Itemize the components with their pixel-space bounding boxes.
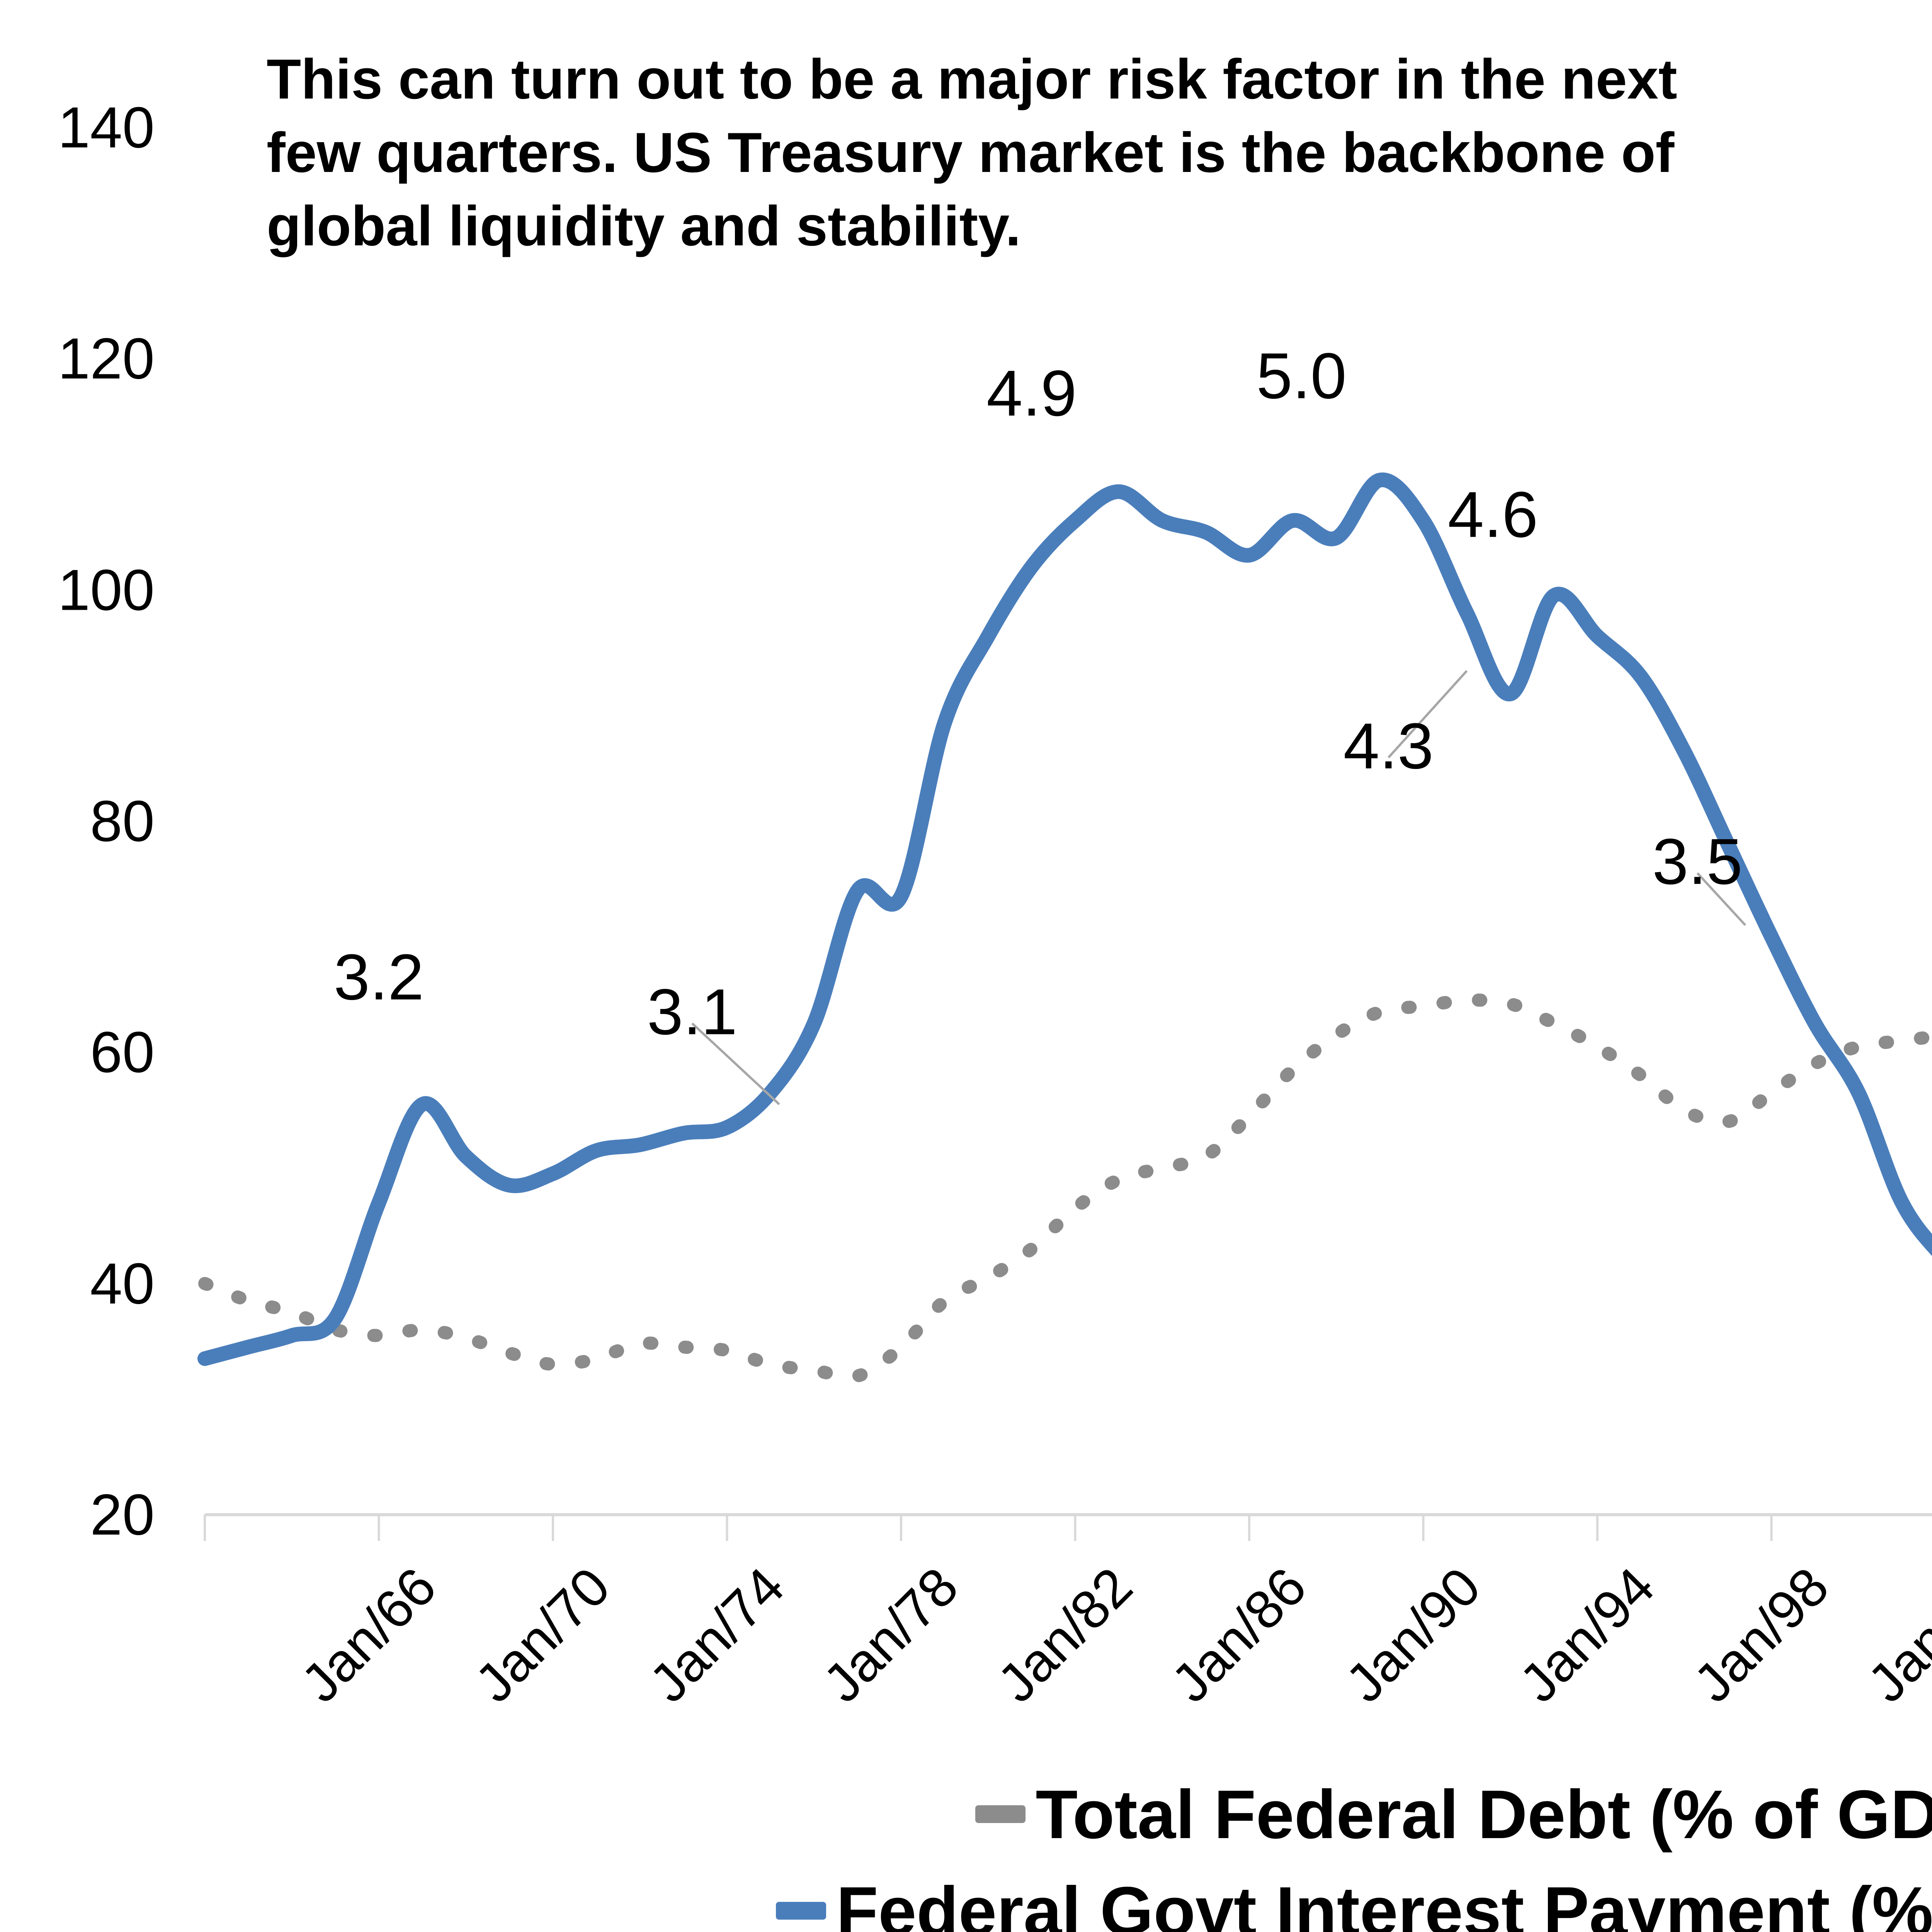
commentary-line-2: few quarters. US Treasury market is the …: [267, 121, 1675, 184]
legend-label-total-federal-debt: Total Federal Debt (% of GDP): [1036, 1776, 1932, 1853]
commentary-line-1: This can turn out to be a major risk fac…: [267, 48, 1677, 111]
series-line-1: [197, 472, 1932, 1366]
legend-swatch-solid: [776, 1902, 827, 1920]
commentary-line-3: global liquidity and stability.: [267, 194, 1021, 257]
data-point-label: 5.0: [1256, 339, 1347, 412]
y-tick-label: 60: [90, 1019, 155, 1085]
legend-item-total-federal-debt[interactable]: Total Federal Debt (% of GDP): [0, 1766, 1932, 1862]
data-point-label: 4.3: [1343, 709, 1434, 782]
leader-line-5: [1388, 670, 1468, 759]
legend-item-interest-payment[interactable]: Federal Govt Interest Payment (% of GDP): [0, 1862, 1932, 1932]
chart-commentary: This can turn out to be a major risk fac…: [267, 43, 1928, 262]
y-tick-label: 120: [58, 326, 155, 391]
data-point-label: 3.5: [1652, 825, 1743, 898]
y-tick-label: 100: [58, 557, 155, 622]
y-tick-label: 20: [90, 1482, 155, 1547]
data-point-label: 4.9: [986, 357, 1077, 430]
data-point-label: 3.1: [647, 975, 738, 1048]
legend-label-interest-payment: Federal Govt Interest Payment (% of GDP): [836, 1872, 1932, 1932]
leader-line-6: [1696, 872, 1747, 926]
y-tick-label: 40: [90, 1251, 155, 1316]
axis-group: [204, 1513, 1932, 1541]
data-point-label: 3.2: [333, 940, 424, 1014]
leader-line-1: [691, 1022, 780, 1105]
legend-swatch-dashed: [975, 1805, 1026, 1823]
data-point-label: 4.6: [1447, 478, 1538, 551]
y-tick-label: 80: [90, 788, 155, 854]
chart-legend: Total Federal Debt (% of GDP) Federal Go…: [0, 1766, 1932, 1932]
y-tick-label: 140: [58, 95, 155, 160]
